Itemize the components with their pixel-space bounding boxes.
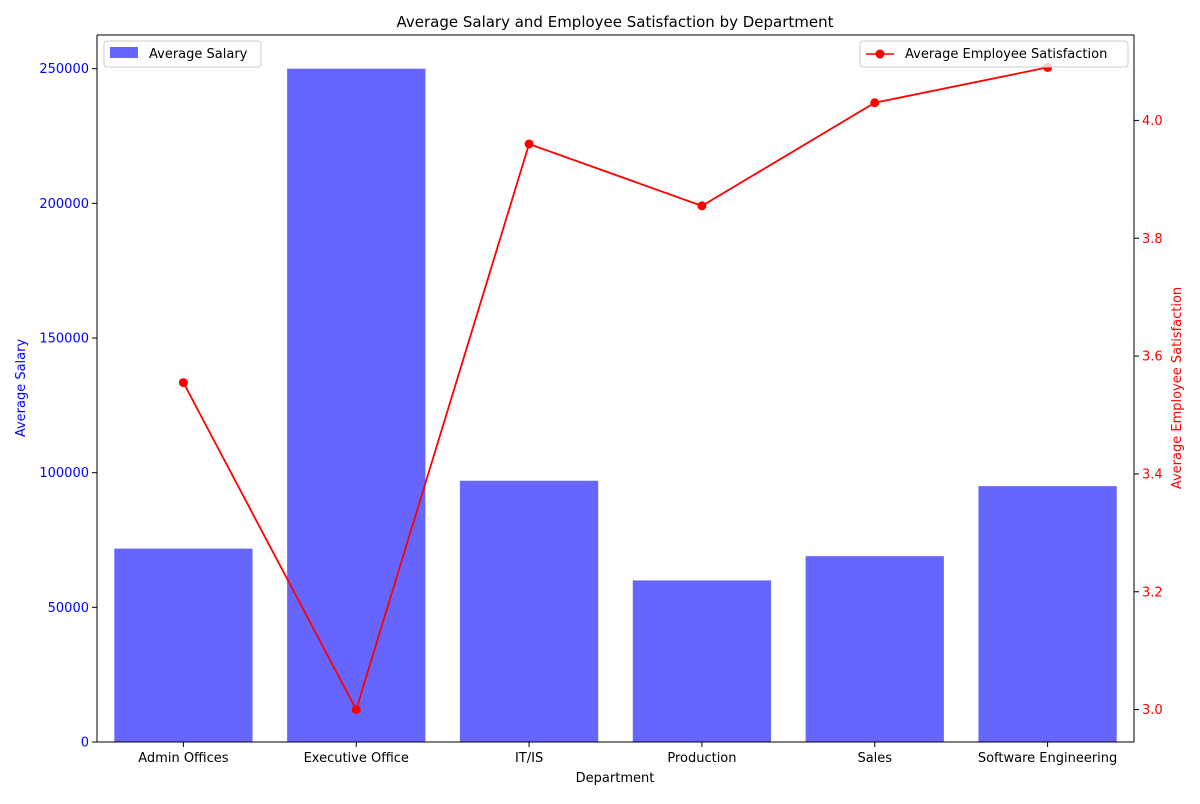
bar-3 [632,580,772,742]
x-tick-label-3: Production [667,751,736,766]
bar-1 [287,68,426,743]
bar-4 [805,556,944,742]
satisfaction-point-3 [697,201,707,211]
bar-5 [978,486,1117,742]
legend-right-label: Average Employee Satisfaction [905,47,1107,62]
chart-title: Average Salary and Employee Satisfaction… [396,13,833,31]
bars-layer [114,68,1117,743]
legend-right: Average Employee Satisfaction [859,40,1129,68]
x-tick-label-0: Admin Offices [138,751,229,766]
satisfaction-point-1 [351,705,361,715]
y-tick-label-1: 50000 [48,601,89,616]
axes-layer [96,34,1135,743]
y-axis-label: Average Salary [14,339,29,438]
x-tick-label-4: Sales [857,751,892,766]
y-tick-label-5: 250000 [39,62,89,77]
x-tick-label-5: Software Engineering [978,751,1117,766]
y-tick-label-3: 150000 [39,332,89,347]
ticks-layer: Admin Offices Executive Office IT/IS Produc… [39,62,1162,766]
legend-right-marker-swatch [875,49,885,59]
y2-tick-label-1: 3.2 [1142,585,1163,600]
y2-tick-label-2: 3.4 [1142,467,1163,482]
legend-left: Average Salary [103,40,262,68]
satisfaction-point-0 [178,378,188,388]
y2-tick-label-0: 3.0 [1142,703,1163,718]
satisfaction-line [182,66,1048,712]
y-tick-label-4: 200000 [39,197,89,212]
y2-tick-label-4: 3.8 [1142,232,1163,247]
legend-left-swatch [110,47,138,58]
x-axis-label: Department [576,771,655,786]
bar-2 [459,480,599,742]
y-tick-label-2: 100000 [39,466,89,481]
x-tick-label-2: IT/IS [515,751,543,766]
satisfaction-point-2 [524,139,534,149]
satisfaction-point-4 [870,98,880,108]
legend-right-frame [859,40,1129,68]
y2-axis-label: Average Employee Satisfaction [1170,287,1185,489]
y-tick-label-0: 0 [81,736,89,751]
x-tick-label-1: Executive Office [304,751,409,766]
legend-left-label: Average Salary [149,47,248,62]
bar-0 [114,548,253,742]
y2-tick-label-5: 4.0 [1142,114,1163,129]
y2-tick-label-3: 3.6 [1142,350,1163,365]
legend-left-frame [103,40,262,68]
